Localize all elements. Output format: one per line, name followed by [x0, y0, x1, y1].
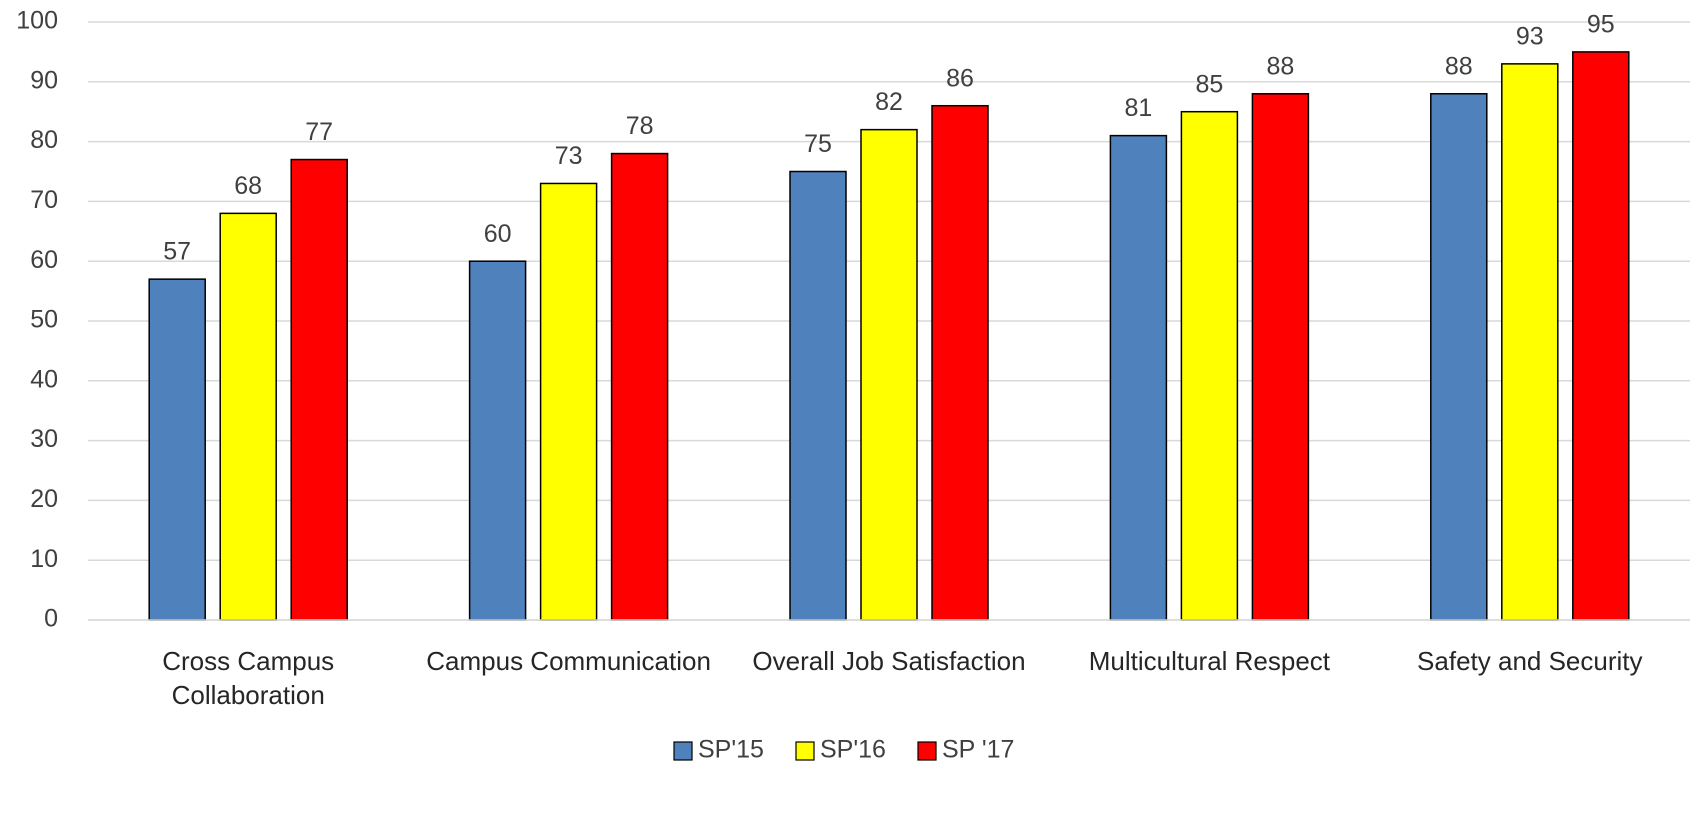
bar	[1251, 93, 1310, 621]
bar	[931, 104, 989, 621]
bar	[148, 278, 206, 621]
data-label: 68	[234, 172, 262, 200]
bar	[610, 152, 669, 621]
y-tick-label: 50	[30, 306, 58, 334]
y-tick-label: 0	[44, 605, 58, 633]
y-tick-label: 30	[30, 425, 58, 453]
data-label: 75	[804, 130, 832, 158]
x-tick-label: Cross Campus Collaboration	[162, 646, 335, 710]
data-label: 81	[1124, 94, 1152, 122]
bar	[1180, 110, 1239, 621]
data-label: 88	[1266, 52, 1294, 80]
x-tick-label: Multicultural Respect	[1088, 646, 1331, 676]
bar	[468, 260, 527, 621]
bar	[290, 158, 348, 621]
data-label: 78	[626, 112, 654, 140]
x-tick-label: Safety and Security	[1417, 646, 1643, 676]
y-tick-label: 100	[16, 7, 58, 35]
legend-label: SP '17	[942, 736, 1014, 764]
data-label: 73	[555, 142, 583, 170]
y-tick-label: 20	[30, 485, 58, 513]
bar	[789, 170, 847, 621]
legend-swatch	[917, 741, 937, 761]
legend-swatch	[795, 741, 815, 761]
legend-label: SP'15	[698, 736, 764, 764]
legend-swatch	[673, 741, 693, 761]
data-label: 77	[305, 118, 333, 146]
bar	[860, 128, 918, 621]
data-label: 60	[484, 220, 512, 248]
y-tick-label: 60	[30, 246, 58, 274]
data-label: 86	[946, 64, 974, 92]
x-tick-label: Campus Communication	[426, 646, 711, 676]
y-tick-label: 70	[30, 186, 58, 214]
legend-label: SP'16	[820, 736, 886, 764]
y-tick-label: 80	[30, 126, 58, 154]
data-label: 85	[1195, 70, 1223, 98]
data-label: 57	[163, 238, 191, 266]
data-label: 88	[1445, 52, 1473, 80]
y-tick-label: 90	[30, 66, 58, 94]
data-label: 93	[1516, 22, 1544, 50]
data-label: 95	[1587, 11, 1615, 39]
bar	[1109, 134, 1168, 621]
y-tick-label: 10	[30, 545, 58, 573]
y-tick-label: 40	[30, 365, 58, 393]
bar	[1572, 51, 1630, 621]
bar	[219, 212, 277, 621]
x-tick-label: Overall Job Satisfaction	[752, 646, 1026, 676]
bar	[1430, 93, 1488, 621]
bar	[539, 182, 598, 621]
bar	[1501, 63, 1559, 621]
data-label: 82	[875, 88, 903, 116]
